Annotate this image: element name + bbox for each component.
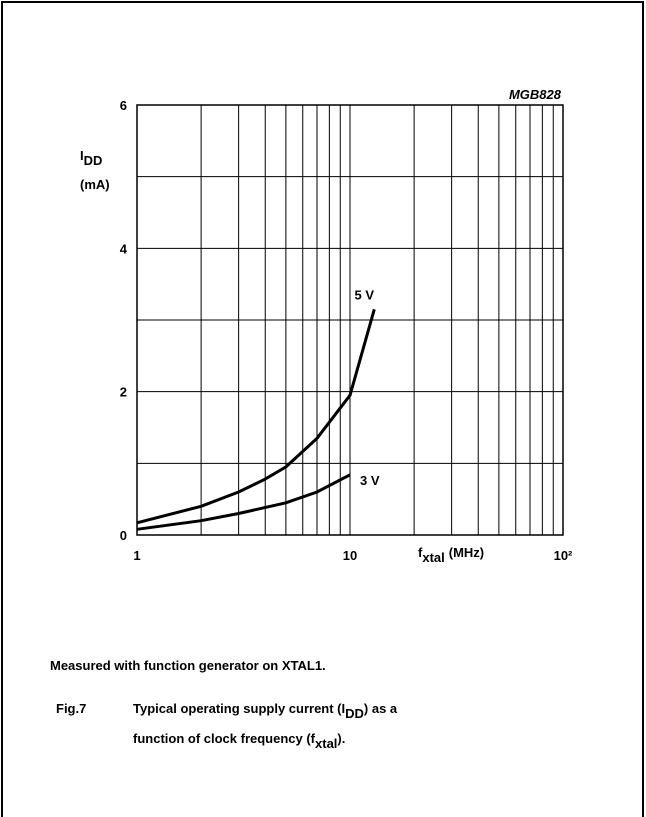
y-tick-label: 0 <box>120 528 127 543</box>
figure-number: Fig.7 <box>56 701 86 716</box>
x-tick-label: 10 <box>343 548 357 563</box>
y-tick-label: 4 <box>120 241 128 256</box>
caption-subscript: xtal <box>315 736 337 751</box>
x-tick-label: 10² <box>554 548 573 563</box>
series-line <box>136 473 351 531</box>
caption-subscript: DD <box>345 706 364 721</box>
x-tick-label: 1 <box>133 548 140 563</box>
x-axis-label: fxtal (MHz) <box>418 545 484 565</box>
chart-code: MGB828 <box>509 87 562 102</box>
note: Measured with function generator on XTAL… <box>50 658 326 673</box>
x-label-subscript: xtal <box>422 550 444 565</box>
y-tick-label: 6 <box>120 98 127 113</box>
x-label-unit: (MHz) <box>449 545 484 560</box>
caption-text: function of clock frequency (f <box>133 731 316 746</box>
x-label-symbol: f <box>418 545 423 560</box>
series-label: 5 V <box>355 287 375 302</box>
figure-caption-line: function of clock frequency (fxtal). <box>133 731 345 751</box>
y-axis-label: IDD <box>80 148 102 168</box>
y-label-symbol: I <box>80 148 84 163</box>
figure-caption-line: Typical operating supply current (IDD) a… <box>133 701 398 721</box>
y-axis-unit: (mA) <box>80 177 110 192</box>
caption-text: Typical operating supply current (I <box>133 701 345 716</box>
caption-text: ). <box>337 731 345 746</box>
caption-text: ) as a <box>364 701 398 716</box>
series-label: 3 V <box>360 473 380 488</box>
series-line <box>136 308 376 525</box>
y-tick-label: 2 <box>120 385 127 400</box>
y-label-subscript: DD <box>84 153 103 168</box>
